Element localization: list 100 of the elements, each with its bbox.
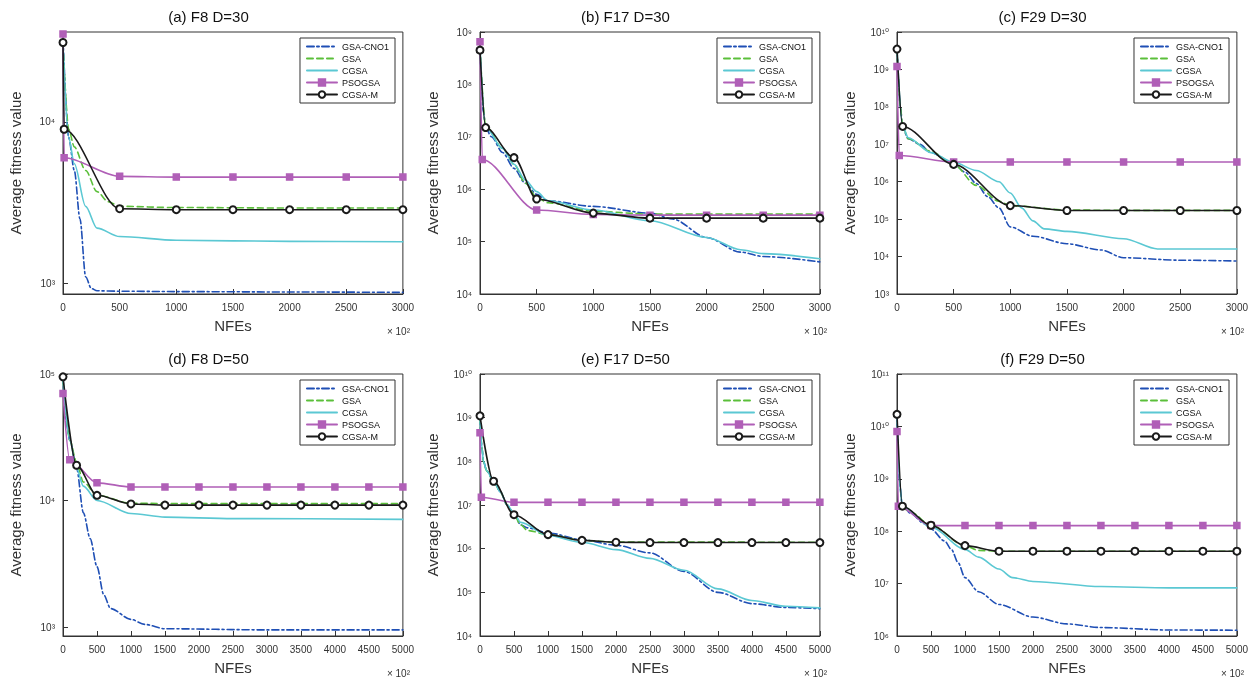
y-tick-label: 10⁶ — [456, 543, 472, 555]
x-tick-label: 500 — [111, 301, 129, 313]
y-tick-label: 10⁴ — [456, 288, 472, 300]
y-tick-label: 10³ — [40, 621, 56, 633]
text: × 10² — [386, 325, 411, 337]
x-tick-label: 0 — [60, 301, 67, 313]
x-tick-label: 2500 — [335, 301, 358, 313]
legend-label: CGSA — [758, 407, 785, 418]
x-tick-label: 1500 — [221, 301, 245, 313]
legend-label: GSA — [758, 53, 779, 64]
x-tick-label: 3000 — [1225, 301, 1249, 313]
legend-label: GSA — [341, 53, 362, 64]
x-tick-label: 3000 — [672, 643, 696, 655]
legend-label: GSA-CNO1 — [1175, 383, 1224, 394]
y-tick-label: 10¹¹ — [871, 368, 890, 380]
x-tick-label: 2000 — [1112, 301, 1136, 313]
x-tick-label: 3000 — [255, 643, 279, 655]
legend-label: GSA-CNO1 — [758, 41, 807, 52]
x-tick-label: 2500 — [221, 643, 245, 655]
legend-label: GSA — [1175, 53, 1196, 64]
x-tick-label: 1000 — [999, 301, 1022, 313]
y-axis-title: Average fitness value — [841, 91, 858, 235]
y-tick-label: 10⁴ — [456, 630, 472, 642]
x-tick-label: 3500 — [1123, 643, 1147, 655]
legend-label: CGSA-M — [758, 89, 795, 100]
x-tick-label: 0 — [60, 643, 67, 655]
x-tick-label: 3000 — [391, 301, 415, 313]
chart-title: (c) F29 D=30 — [998, 8, 1087, 25]
x-tick-label: 4000 — [740, 643, 764, 655]
x-tick-label: 500 — [528, 301, 546, 313]
x-tick-label: 5000 — [1225, 643, 1249, 655]
y-tick-label: 10¹⁰ — [453, 368, 472, 380]
x-tick-label: 3000 — [808, 301, 832, 313]
legend-label: PSOGSA — [1175, 419, 1215, 430]
text: × 10² — [1220, 325, 1245, 337]
legend-label: PSOGSA — [1175, 77, 1215, 88]
y-axis-title: Average fitness value — [7, 433, 24, 577]
y-tick-label: 10⁹ — [456, 26, 472, 38]
x-tick-label: 4500 — [357, 643, 381, 655]
chart-title: (b) F17 D=30 — [581, 8, 670, 25]
y-tick-label: 10⁹ — [873, 63, 889, 75]
x-tick-label: 1500 — [570, 643, 594, 655]
x-tick-label: 0 — [477, 301, 484, 313]
y-tick-label: 10⁴ — [39, 116, 55, 128]
x-tick-label: 4500 — [774, 643, 798, 655]
y-tick-label: 10⁸ — [456, 455, 472, 467]
legend-label: CGSA — [341, 407, 368, 418]
x-tick-label: 500 — [88, 643, 106, 655]
chart-title: (e) F17 D=50 — [581, 350, 670, 367]
x-tick-label: 2000 — [1021, 643, 1045, 655]
y-tick-label: 10⁶ — [873, 176, 889, 188]
x-tick-label: 2500 — [1055, 643, 1079, 655]
y-tick-label: 10⁵ — [456, 236, 472, 248]
y-tick-label: 10⁷ — [457, 131, 473, 143]
legend-label: CGSA-M — [758, 431, 795, 442]
x-axis-title: NFEs — [214, 317, 252, 334]
x-tick-label: 2500 — [638, 643, 662, 655]
legend-label: CGSA — [1175, 407, 1202, 418]
x-tick-label: 1000 — [953, 643, 977, 655]
x-tick-label: 4000 — [323, 643, 347, 655]
legend-label: GSA — [758, 395, 779, 406]
x-tick-label: 500 — [505, 643, 523, 655]
y-tick-label: 10⁷ — [457, 499, 473, 511]
x-tick-label: 5000 — [808, 643, 832, 655]
legend-label: PSOGSA — [341, 419, 381, 430]
y-axis-title: Average fitness value — [424, 91, 441, 235]
chart-title: (d) F8 D=50 — [168, 350, 249, 367]
legend-label: CGSA — [758, 65, 785, 76]
y-tick-label: 10⁸ — [873, 525, 889, 537]
y-tick-label: 10⁷ — [874, 138, 890, 150]
y-axis-title: Average fitness value — [841, 433, 858, 577]
legend-label: GSA-CNO1 — [758, 383, 807, 394]
y-tick-label: 10⁸ — [456, 78, 472, 90]
x-tick-label: 2000 — [187, 643, 211, 655]
x-tick-label: 1000 — [165, 301, 188, 313]
x-axis-title: NFEs — [631, 317, 669, 334]
x-tick-label: 1500 — [153, 643, 177, 655]
x-tick-label: 4500 — [1191, 643, 1215, 655]
x-tick-label: 2000 — [695, 301, 719, 313]
x-tick-label: 1000 — [119, 643, 143, 655]
x-tick-label: 0 — [477, 643, 484, 655]
text: × 10² — [386, 667, 411, 679]
text: × 10² — [803, 325, 828, 337]
x-tick-label: 2000 — [278, 301, 302, 313]
x-tick-label: 5000 — [391, 643, 415, 655]
chart-title: (f) F29 D=50 — [1000, 350, 1085, 367]
y-tick-label: 10⁴ — [873, 251, 889, 263]
y-tick-label: 10⁴ — [39, 495, 55, 507]
x-tick-label: 1000 — [536, 643, 560, 655]
x-tick-label: 3500 — [706, 643, 730, 655]
chart-title: (a) F8 D=30 — [168, 8, 249, 25]
legend-label: CGSA — [1175, 65, 1202, 76]
y-tick-label: 10³ — [874, 288, 890, 300]
text: × 10² — [1220, 667, 1245, 679]
x-tick-label: 0 — [894, 301, 901, 313]
legend-label: CGSA-M — [341, 431, 378, 442]
x-tick-label: 2500 — [1169, 301, 1192, 313]
x-tick-label: 1000 — [582, 301, 605, 313]
y-tick-label: 10⁹ — [456, 412, 472, 424]
y-tick-label: 10³ — [40, 277, 56, 289]
